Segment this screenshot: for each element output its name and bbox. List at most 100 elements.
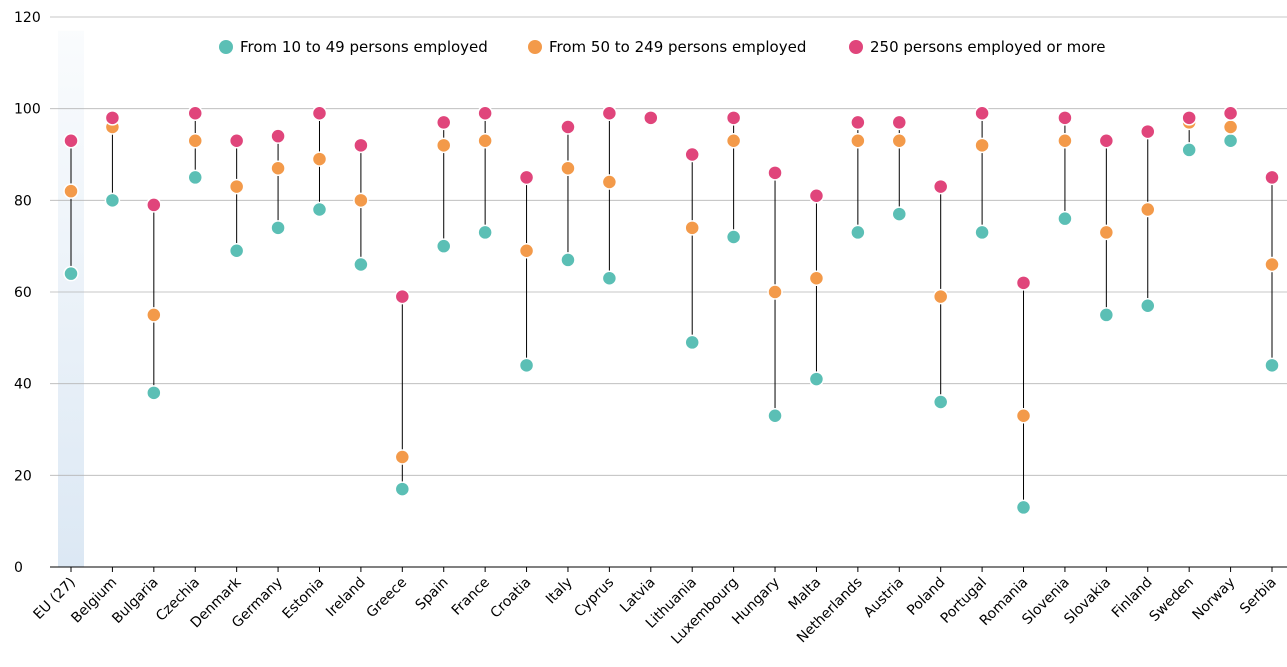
- point-large: [974, 105, 990, 121]
- legend-marker: [849, 40, 863, 54]
- x-tick-label: Croatia: [487, 575, 534, 622]
- point-small: [1057, 210, 1073, 227]
- point-small: [767, 408, 783, 424]
- x-tick-label: France: [449, 575, 493, 619]
- point-medium: [684, 220, 700, 236]
- point-small: [63, 265, 79, 282]
- point-large: [518, 169, 535, 186]
- point-medium: [767, 284, 783, 300]
- point-medium: [1264, 256, 1280, 273]
- point-small: [932, 394, 949, 410]
- point-small: [1015, 499, 1032, 516]
- y-tick-label: 100: [14, 102, 41, 118]
- point-medium: [891, 133, 908, 149]
- y-tick-label: 40: [14, 377, 32, 393]
- point-medium: [311, 151, 328, 167]
- point-small: [518, 357, 535, 374]
- point-medium: [560, 160, 576, 176]
- x-tick-label: Serbia: [1237, 575, 1280, 618]
- point-large: [808, 188, 825, 204]
- point-large: [560, 119, 576, 135]
- point-medium: [1140, 201, 1156, 218]
- point-medium: [850, 133, 866, 149]
- x-tick-label: Norway: [1190, 575, 1239, 624]
- point-small: [974, 224, 990, 241]
- point-large: [1098, 133, 1115, 149]
- point-small: [1098, 307, 1115, 323]
- point-medium: [518, 243, 535, 259]
- x-tick-label: Malta: [786, 575, 825, 614]
- point-large: [477, 105, 493, 121]
- legend-label: 250 persons employed or more: [870, 38, 1105, 56]
- point-medium: [146, 307, 162, 323]
- point-small: [891, 206, 908, 222]
- point-small: [725, 229, 742, 245]
- point-large: [1222, 105, 1239, 121]
- point-large: [353, 137, 369, 154]
- point-large: [228, 133, 245, 149]
- point-small: [146, 385, 162, 401]
- point-medium: [808, 270, 825, 286]
- point-small: [435, 238, 452, 254]
- point-large: [767, 165, 783, 181]
- x-tick-label: Sweden: [1147, 575, 1197, 625]
- point-medium: [1222, 119, 1239, 135]
- point-small: [1264, 357, 1280, 374]
- highlight-band: [58, 30, 84, 567]
- point-medium: [228, 178, 245, 195]
- point-small: [228, 243, 245, 259]
- point-small: [187, 169, 203, 186]
- point-medium: [974, 137, 990, 154]
- point-large: [850, 114, 866, 131]
- point-small: [850, 224, 866, 241]
- point-medium: [435, 137, 452, 154]
- y-tick-label: 120: [14, 10, 41, 26]
- point-small: [684, 334, 700, 351]
- point-small: [1181, 142, 1197, 158]
- point-large: [187, 105, 203, 121]
- point-small: [394, 481, 411, 497]
- x-tick-label: Bulgaria: [109, 575, 161, 627]
- x-tick-label: Spain: [413, 575, 452, 614]
- x-tick-label: Ireland: [323, 575, 369, 621]
- point-medium: [725, 133, 742, 149]
- point-medium: [63, 183, 79, 199]
- point-large: [146, 197, 162, 213]
- legend-marker: [528, 40, 542, 54]
- point-small: [311, 201, 328, 218]
- point-large: [684, 146, 700, 163]
- point-large: [394, 288, 411, 305]
- point-small: [1140, 298, 1156, 314]
- y-tick-label: 60: [14, 285, 32, 301]
- point-large: [1264, 169, 1280, 186]
- point-large: [1140, 123, 1156, 140]
- point-large: [104, 110, 121, 126]
- point-large: [601, 105, 618, 121]
- point-large: [932, 178, 949, 195]
- legend-label: From 50 to 249 persons employed: [549, 38, 806, 56]
- point-large: [725, 110, 742, 126]
- point-large: [891, 114, 908, 131]
- x-tick-label: Greece: [364, 575, 411, 622]
- x-tick-label: Italy: [543, 575, 576, 608]
- point-large: [1057, 110, 1073, 126]
- point-medium: [601, 174, 618, 190]
- legend-marker: [219, 40, 233, 54]
- point-medium: [1015, 408, 1032, 424]
- point-large: [270, 128, 286, 144]
- y-tick-label: 0: [14, 560, 23, 576]
- point-large: [311, 105, 328, 121]
- point-large: [435, 114, 452, 131]
- y-tick-label: 80: [14, 193, 32, 209]
- point-small: [808, 371, 825, 387]
- point-medium: [932, 288, 949, 305]
- point-medium: [477, 133, 493, 149]
- legend-label: From 10 to 49 persons employed: [240, 38, 488, 56]
- point-small: [353, 256, 369, 273]
- point-small: [601, 270, 618, 286]
- x-tick-label: Cyprus: [571, 575, 617, 621]
- point-medium: [270, 160, 286, 176]
- y-tick-label: 20: [14, 468, 32, 484]
- point-small: [270, 220, 286, 236]
